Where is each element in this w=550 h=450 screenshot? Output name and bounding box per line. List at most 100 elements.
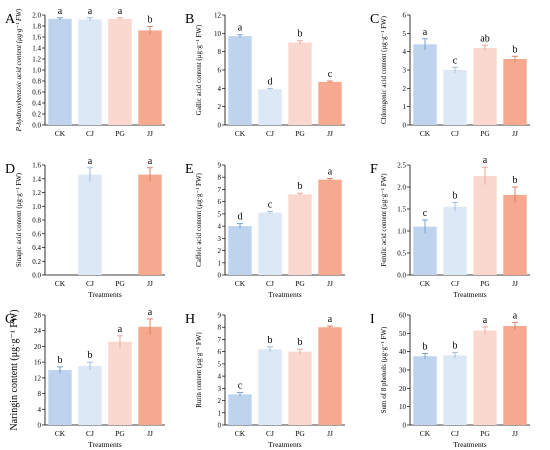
x-tick-label: PG	[115, 279, 125, 288]
significance-letter: a	[58, 6, 63, 17]
y-tick-label: 0	[38, 422, 42, 430]
x-tick-label: JJ	[327, 129, 333, 138]
significance-letter: c	[268, 199, 273, 210]
y-tick-label: 2	[403, 85, 407, 93]
bar-PG	[288, 194, 312, 275]
bar-PG	[288, 351, 312, 425]
x-tick-label: PG	[480, 429, 490, 438]
y-tick-label: 1	[218, 409, 222, 417]
significance-letter: c	[453, 55, 458, 66]
x-tick-label: CK	[235, 279, 246, 288]
bar-CJ	[258, 212, 282, 275]
y-tick-label: 5	[218, 360, 222, 368]
significance-letter: b	[148, 15, 153, 26]
y-tick-label: 5	[403, 30, 407, 38]
y-tick-label: 0.2	[32, 258, 41, 266]
y-tick-label: 0.6	[32, 230, 41, 238]
y-tick-label: 0.8	[32, 217, 41, 225]
y-tick-label: 6	[218, 198, 222, 206]
x-tick-label: CK	[55, 429, 66, 438]
significance-letter: a	[238, 23, 243, 34]
y-tick-label: 2.0	[32, 12, 41, 20]
x-tick-label: CK	[55, 129, 66, 138]
bar-CJ	[443, 206, 467, 275]
x-tick-label: JJ	[147, 129, 153, 138]
x-axis-label: Treatments	[453, 290, 487, 299]
x-tick-label: CJ	[451, 429, 459, 438]
y-axis-label: Gallic acid content (μg·g⁻¹ FW)	[195, 24, 203, 115]
significance-letter: b	[423, 342, 428, 353]
y-tick-label: 8	[38, 390, 42, 398]
significance-letter: a	[483, 155, 488, 166]
y-tick-label: 24	[34, 327, 42, 335]
x-axis-label: Treatments	[268, 290, 302, 299]
significance-letter: b	[513, 175, 518, 186]
significance-letter: a	[483, 315, 488, 326]
y-tick-label: 3	[218, 385, 222, 393]
y-tick-label: 4	[38, 406, 42, 414]
y-axis-label: Rutin content (μg·g⁻¹ FW)	[195, 332, 203, 408]
x-tick-label: CJ	[451, 129, 459, 138]
x-tick-label: CJ	[86, 429, 94, 438]
bar-JJ	[503, 59, 527, 125]
panel-label: F	[370, 162, 378, 177]
x-tick-label: CJ	[86, 279, 94, 288]
bar-CJ	[258, 89, 282, 125]
y-axis-label: Sum of 8 phenols (μg·g⁻¹ FW)	[380, 326, 388, 413]
y-axis-label: Naringin content (μg·g⁻¹ FW)	[9, 309, 20, 430]
significance-letter: a	[328, 166, 333, 177]
y-tick-label: 0.2	[32, 111, 41, 119]
y-tick-label: 0	[218, 422, 222, 430]
y-tick-label: 7	[218, 336, 222, 344]
y-tick-label: 2.5	[397, 162, 406, 170]
significance-letter: ab	[480, 33, 489, 44]
panel-C: C 0 1 2 3 4 5 6 a CK c CJ ab PG b JJ Chlorogenic acid co…	[370, 12, 530, 138]
significance-letter: b	[298, 181, 303, 192]
significance-letter: a	[513, 310, 518, 321]
bar-PG	[473, 176, 497, 275]
y-tick-label: 0.8	[32, 78, 41, 86]
y-tick-label: 1	[403, 103, 407, 111]
y-axis-label: Ferulic acid content (μg·g⁻¹ FW)	[380, 173, 388, 267]
panel-label: D	[5, 162, 15, 177]
x-tick-label: CJ	[266, 279, 274, 288]
bar-PG	[473, 330, 497, 425]
y-tick-label: 2.0	[397, 184, 406, 192]
significance-letter: a	[328, 314, 333, 325]
bar-CJ	[443, 355, 467, 425]
y-tick-label: 2	[218, 397, 222, 405]
panel-B: B 0 2 4 6 8 10 12 a CK d CJ b PG c JJ Gallic acid conten…	[185, 12, 345, 138]
y-tick-label: 0.0	[32, 122, 41, 130]
bar-JJ	[138, 30, 162, 125]
panel-F: F 0.0 0.5 1.0 1.5 2.0 2.5 c CK b CJ a PG b JJ Treatment…	[370, 155, 530, 299]
y-tick-label: 0.6	[32, 89, 41, 97]
x-tick-label: CJ	[266, 129, 274, 138]
y-tick-label: 6	[403, 12, 407, 20]
panel-E: E 0 1 2 3 4 5 6 7 8 9 d CK c CJ b PG a JJ Treatments Caffeic…	[185, 162, 345, 299]
x-tick-label: JJ	[327, 279, 333, 288]
y-tick-label: 1.4	[32, 175, 41, 183]
panel-A: A 0.0 0.2 0.4 0.6 0.8 1.0 1.2 1.4 1.6 1.8 2.0 a CK a CJ…	[5, 6, 165, 138]
y-tick-label: 12	[34, 374, 42, 382]
y-tick-label: 10	[214, 30, 222, 38]
bar-JJ	[503, 194, 527, 275]
y-tick-label: 1.0	[32, 67, 41, 75]
y-tick-label: 4	[218, 223, 222, 231]
x-axis-label: Treatments	[88, 440, 122, 449]
y-tick-label: 50	[399, 330, 407, 338]
y-tick-label: 4	[403, 48, 407, 56]
bar-JJ	[318, 179, 342, 275]
x-tick-label: CK	[55, 279, 66, 288]
y-tick-label: 8	[218, 174, 222, 182]
significance-letter: c	[328, 69, 333, 80]
y-tick-label: 1.6	[32, 34, 41, 42]
bar-JJ	[318, 81, 342, 125]
x-axis-label: Treatments	[268, 440, 302, 449]
significance-letter: a	[118, 324, 123, 335]
x-tick-label: JJ	[512, 429, 518, 438]
x-tick-label: JJ	[512, 279, 518, 288]
bar-CK	[228, 394, 252, 425]
y-tick-label: 30	[399, 367, 407, 375]
significance-letter: b	[453, 190, 458, 201]
y-tick-label: 16	[34, 359, 42, 367]
